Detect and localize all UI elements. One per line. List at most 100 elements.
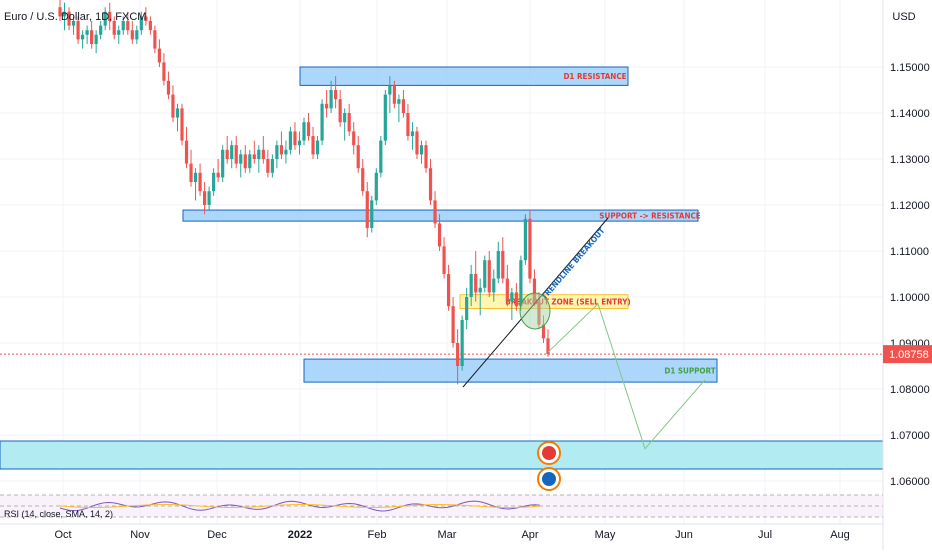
time-tick-label: Mar [438,529,457,541]
candle-body [113,21,116,35]
candle-body [461,320,464,366]
candle-body [293,131,296,145]
candle-body [208,191,211,205]
candle-body [180,108,183,140]
time-tick-label: Dec [207,529,227,541]
candle-body [442,246,445,274]
zone-box [304,359,717,382]
candle-body [452,306,455,343]
candle-body [366,191,369,228]
candle-body [90,30,93,44]
candle-body [185,141,188,164]
zone-label: D1 RESISTANCE [563,72,626,81]
candle-body [266,159,269,173]
time-tick-label: Jul [758,529,772,541]
candle-body [357,145,360,168]
candle-body [253,154,256,159]
candle-body [339,99,342,122]
time-tick-label: Aug [830,529,850,541]
currency-label[interactable]: USD [892,11,915,23]
candle-body [198,173,201,191]
candle-body [334,90,337,99]
candle-body [524,219,527,260]
candle-body [420,145,423,154]
last-price-label: 1.08758 [889,349,929,361]
candle-body [492,279,495,293]
candle-body [226,150,229,159]
candle-body [402,99,405,113]
candle-body [81,35,84,40]
candle-body [262,150,265,159]
time-tick-label: Feb [368,529,387,541]
zone-label: SUPPORT -> RESISTANCE [599,212,700,221]
candle-body [230,145,233,159]
candle-body [302,122,305,140]
candle-body [257,150,260,159]
candle-body [497,251,500,279]
candle-body [429,168,432,200]
candle-body [375,173,378,201]
candle-body [203,191,206,205]
candle-body [95,35,98,44]
candle-body [311,136,314,154]
candle-body [348,113,351,131]
candle-body [235,145,238,163]
candle-body [189,164,192,182]
event-flag-icon [542,446,556,460]
candle-body [153,30,156,48]
candle-body [384,95,387,141]
price-tick-label: 1.15000 [890,62,930,74]
candle-body [510,292,513,301]
candle-body [388,85,391,94]
candle-body [271,159,274,173]
candle-body [330,90,333,108]
candle-body [519,260,522,306]
candle-body [438,223,441,246]
candle-body [474,274,477,292]
wide-demand-zone [0,441,883,469]
candle-body [117,30,120,35]
candle-body [501,251,504,279]
candle-body [284,150,287,155]
candle-body [280,145,283,154]
candle-body [343,113,346,122]
candle-body [307,122,310,136]
candle-body [506,279,509,302]
event-flag-icon [542,472,556,486]
time-tick-label: Nov [130,529,150,541]
candle-body [447,274,450,306]
candle-body [194,173,197,182]
candle-body [406,113,409,136]
candle-body [370,200,373,228]
candle-body [397,99,400,104]
rsi-label: RSI (14, close, SMA, 14, 2) [4,509,113,519]
candle-body [479,288,482,293]
candle-body [320,104,323,141]
candle-body [379,141,382,173]
candle-body [275,145,278,159]
candle-body [393,85,396,103]
candle-body [289,131,292,149]
price-tick-label: 1.11000 [890,246,929,258]
candle-body [167,81,170,95]
price-tick-label: 1.14000 [890,108,930,120]
time-tick-label: Oct [54,529,71,541]
time-tick-label: Jun [675,529,693,541]
rsi-panel [0,495,883,517]
candle-body [248,154,251,168]
candle-body [171,95,174,118]
candle-body [361,168,364,191]
candle-body [176,108,179,117]
candle-body [488,260,491,292]
candle-body [86,30,89,35]
candle-body [149,21,152,30]
candle-body [221,150,224,178]
price-tick-label: 1.07000 [890,430,930,442]
candle-body [411,131,414,136]
candle-body [162,62,165,80]
candle-body [424,145,427,168]
candle-body [352,131,355,145]
candle-body [76,21,79,39]
